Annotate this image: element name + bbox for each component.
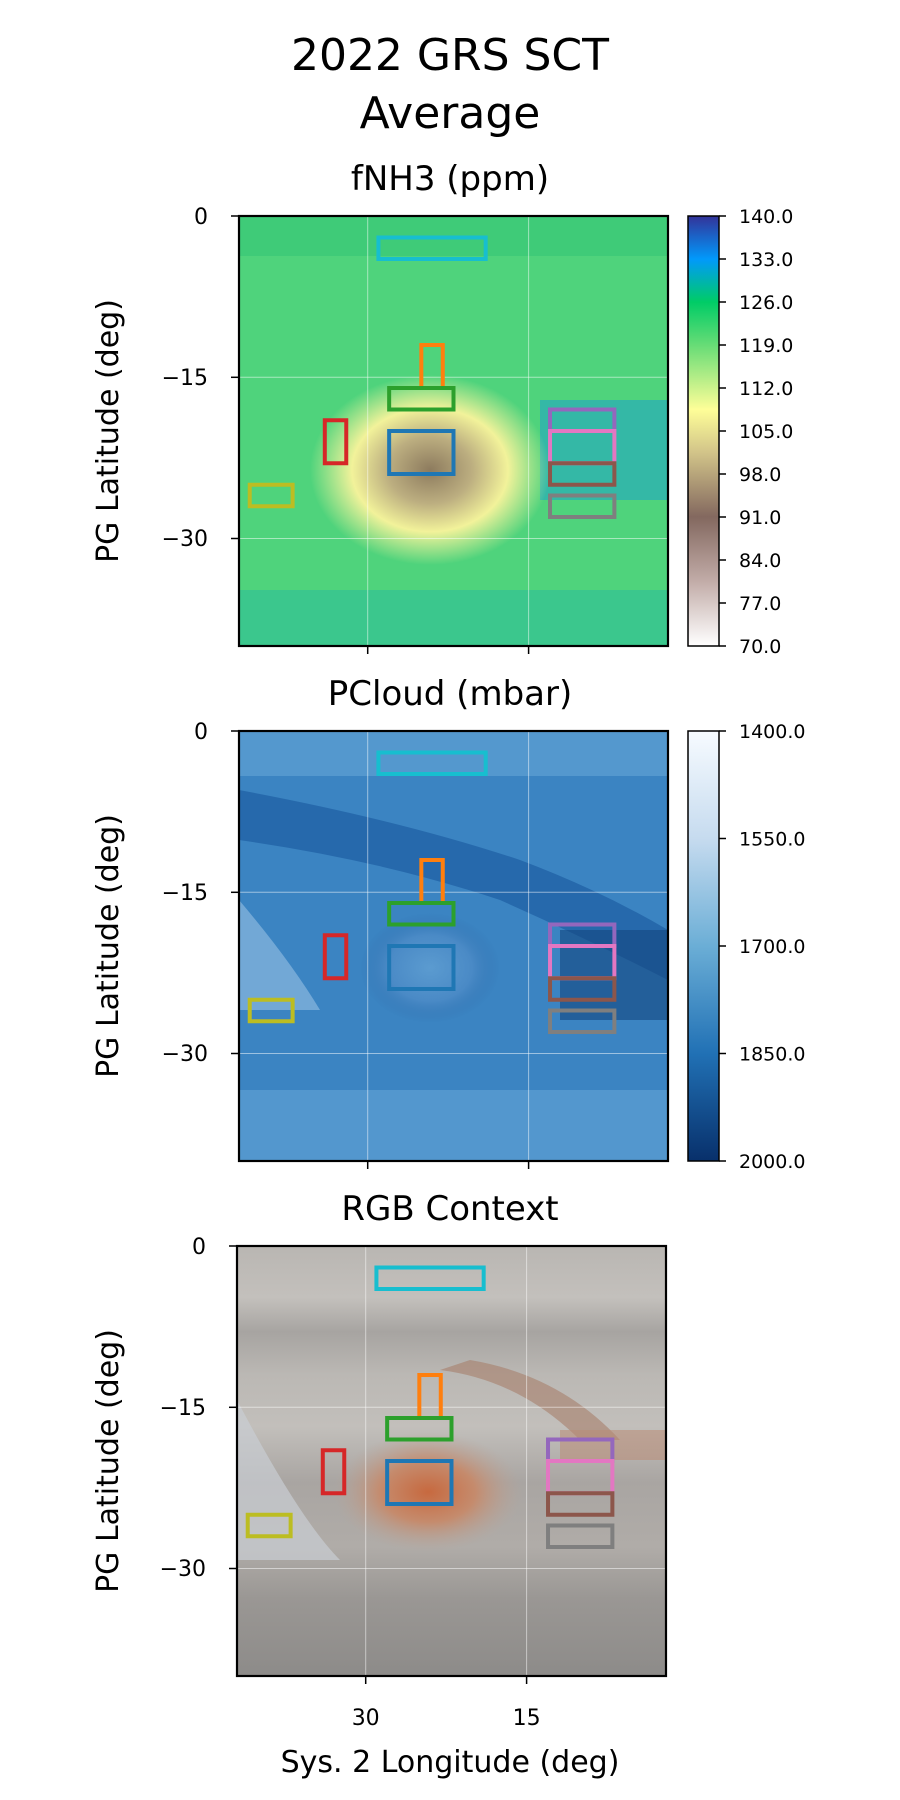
region-box-olive — [247, 482, 295, 509]
figure-title-line1: 2022 GRS SCT — [291, 30, 609, 81]
colorbar-tick-label: 70.0 — [739, 636, 781, 658]
colorbar-tick-label: 98.0 — [739, 464, 781, 486]
region-box-cyan — [376, 750, 488, 776]
region-box-brown — [548, 976, 617, 1002]
axes-frame — [237, 729, 670, 1163]
region-box-cyan — [374, 1265, 486, 1291]
colorbar-fnh3: 140.0 133.0 126.0 119.0 112.0 105.0 98.0 91.0 84… — [687, 206, 793, 658]
heatmap-band — [239, 1090, 668, 1161]
regions-pcloud — [247, 750, 617, 1034]
x-tick-label: 30 — [352, 1706, 380, 1731]
region-box-gray — [548, 1008, 617, 1034]
region-box-red — [320, 1448, 347, 1496]
y-tick-label: −15 — [162, 366, 208, 391]
heatmap-grs-feature — [310, 375, 550, 565]
region-box-brown — [548, 461, 617, 487]
colorbar-tick-label: 1850.0 — [739, 1044, 805, 1066]
region-box-blue — [387, 429, 456, 476]
colorbar-tick-label: 140.0 — [739, 206, 793, 228]
y-axis-label: PG Latitude (deg) — [91, 1329, 126, 1593]
axes-frame — [237, 214, 670, 648]
x-tick-label: 15 — [513, 1706, 541, 1731]
regions-rgb — [245, 1265, 615, 1549]
y-tick-label: −15 — [162, 881, 208, 906]
x-ticks-fnh3 — [366, 646, 530, 654]
colorbar-tick-label: 126.0 — [739, 292, 793, 314]
heatmap-band — [239, 590, 668, 646]
region-box-olive — [247, 997, 295, 1024]
region-box-brown — [546, 1491, 615, 1517]
colorbar-tick-label: 77.0 — [739, 593, 781, 615]
region-box-gray — [548, 493, 617, 519]
region-box-blue — [385, 1459, 454, 1506]
colorbar-tick-label: 133.0 — [739, 249, 793, 271]
grid-pcloud — [239, 731, 668, 1161]
y-tick-label: 0 — [192, 1235, 206, 1260]
region-box-green — [385, 1416, 454, 1442]
heatmap-bright-region — [239, 900, 320, 1010]
colorbar-tick-label: 105.0 — [739, 421, 793, 443]
y-ticks-rgb: 0 −15 −30 — [160, 1235, 237, 1582]
colorbar-tick-label: 84.0 — [739, 550, 781, 572]
panel-title-fnh3: fNH3 (ppm) — [351, 159, 549, 199]
x-axis-label: Sys. 2 Longitude (deg) — [281, 1745, 620, 1780]
colorbar-gradient — [687, 215, 720, 647]
y-tick-label: −15 — [160, 1396, 206, 1421]
y-tick-label: 0 — [194, 205, 208, 230]
panel-pcloud: PCloud (mbar) 0 −15 −30 — [91, 674, 805, 1173]
colorbar-gradient — [687, 730, 720, 1162]
region-box-red — [322, 418, 349, 466]
heatmap-grs-feature — [360, 913, 500, 1023]
region-box-cyan — [376, 235, 488, 261]
y-axis-label: PG Latitude (deg) — [91, 299, 126, 563]
region-box-red — [322, 933, 349, 981]
colorbar-tick-label: 1550.0 — [739, 829, 805, 851]
region-box-blue — [387, 944, 456, 991]
panel-title-pcloud: PCloud (mbar) — [328, 674, 572, 714]
x-ticks-rgb: 30 15 — [352, 1676, 541, 1731]
y-tick-label: 0 — [194, 720, 208, 745]
y-axis-label: PG Latitude (deg) — [91, 814, 126, 1078]
colorbar-tick-label: 1700.0 — [739, 936, 805, 958]
panel-fnh3: fNH3 (ppm) 0 −15 −30 PG Latitu — [91, 159, 793, 658]
colorbar-tick-label: 119.0 — [739, 335, 793, 357]
heatmap-dark-band — [239, 790, 668, 980]
heatmap-bright-region — [237, 1400, 340, 1560]
region-box-green — [387, 386, 456, 412]
colorbar-tick-label: 2000.0 — [739, 1151, 805, 1173]
heatmap-brown-band — [440, 1360, 620, 1440]
y-tick-label: −30 — [162, 1042, 208, 1067]
colorbar-pcloud: 1400.0 1550.0 1700.0 1850.0 2000.0 — [687, 721, 805, 1173]
region-box-gray — [546, 1523, 615, 1549]
heatmap-grs-feature — [333, 1432, 523, 1552]
y-ticks-pcloud: 0 −15 −30 — [162, 720, 239, 1067]
y-tick-label: −30 — [162, 527, 208, 552]
x-ticks-pcloud — [366, 1161, 530, 1169]
colorbar-tick-label: 112.0 — [739, 378, 793, 400]
figure-title-line2: Average — [360, 88, 541, 139]
axes-frame — [235, 1244, 668, 1678]
regions-fnh3 — [247, 235, 617, 519]
region-box-green — [387, 901, 456, 927]
colorbar-tick-label: 1400.0 — [739, 721, 805, 743]
y-ticks-fnh3: 0 −15 −30 — [162, 205, 239, 552]
grid-fnh3 — [239, 216, 668, 646]
region-box-olive — [245, 1512, 293, 1539]
panel-rgb: RGB Context 0 −15 −30 30 15 — [91, 1189, 668, 1731]
colorbar-tick-label: 91.0 — [739, 507, 781, 529]
panel-title-rgb: RGB Context — [341, 1189, 558, 1229]
grid-rgb — [237, 1246, 666, 1676]
y-tick-label: −30 — [160, 1557, 206, 1582]
